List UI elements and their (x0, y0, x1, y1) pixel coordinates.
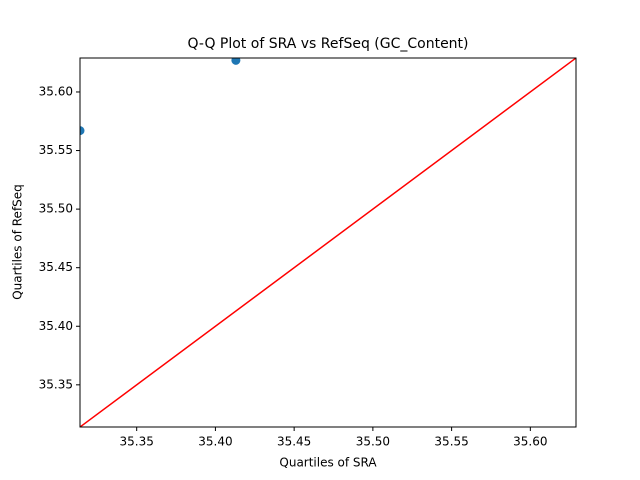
y-tick-label: 35.35 (39, 377, 73, 391)
y-tick-label: 35.50 (39, 202, 73, 216)
y-tick-label: 35.45 (39, 260, 73, 274)
x-tick-label: 35.35 (120, 435, 154, 449)
y-tick-label: 35.55 (39, 143, 73, 157)
scatter-point (231, 58, 241, 65)
y-axis-label: Quartiles of RefSeq (11, 184, 25, 300)
x-tick-label: 35.60 (513, 435, 547, 449)
reference-line (80, 58, 576, 427)
plot-area (80, 58, 576, 427)
chart-title: Q-Q Plot of SRA vs RefSeq (GC_Content) (187, 36, 468, 52)
axes-frame (79, 57, 577, 428)
x-tick-label: 35.45 (277, 435, 311, 449)
scatter-point (80, 126, 85, 136)
x-tick-label: 35.50 (356, 435, 390, 449)
y-tick-label: 35.40 (39, 319, 73, 333)
y-tick-label: 35.60 (39, 84, 73, 98)
x-axis-label: Quartiles of SRA (279, 456, 377, 470)
x-tick-label: 35.40 (198, 435, 232, 449)
x-tick-label: 35.55 (434, 435, 468, 449)
